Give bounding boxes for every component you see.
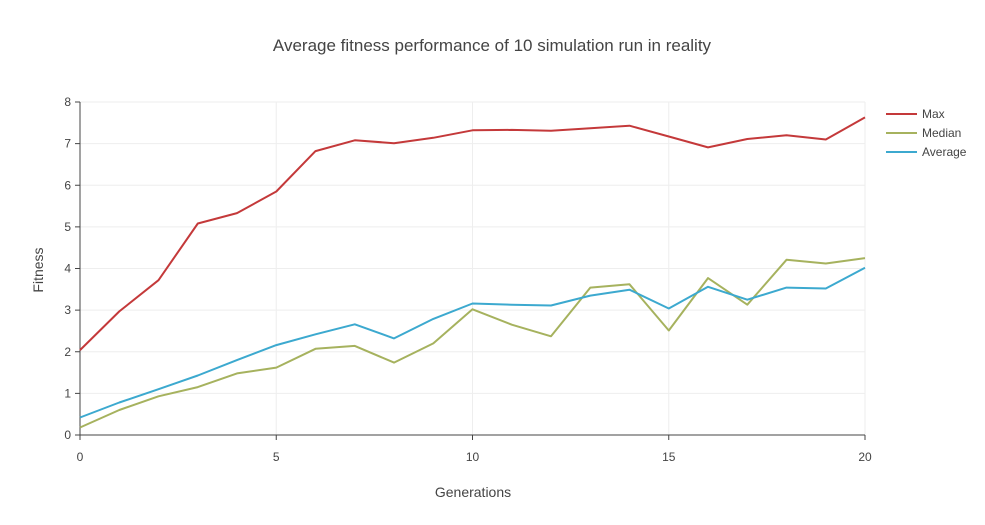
x-tick-label: 0 bbox=[77, 450, 84, 464]
axes: 0 1 2 3 4 5 6 7 8 0 5 10 15 20 bbox=[64, 95, 872, 464]
legend-item-median: Median bbox=[886, 126, 961, 140]
y-tick-label: 3 bbox=[64, 303, 71, 317]
series-line-average bbox=[79, 266, 866, 419]
series-lines bbox=[79, 116, 866, 429]
legend-item-max: Max bbox=[886, 107, 945, 121]
x-tick-label: 5 bbox=[273, 450, 280, 464]
chart-title: Average fitness performance of 10 simula… bbox=[273, 36, 712, 55]
series-line-max bbox=[79, 116, 866, 351]
x-tick-label: 10 bbox=[466, 450, 480, 464]
y-axis-title: Fitness bbox=[30, 247, 46, 292]
x-axis-title: Generations bbox=[435, 484, 511, 500]
y-tick-label: 5 bbox=[64, 220, 71, 234]
y-tick-label: 1 bbox=[64, 386, 71, 400]
y-tick-label: 2 bbox=[64, 345, 71, 359]
legend-label: Median bbox=[922, 126, 961, 140]
legend-label: Average bbox=[922, 145, 967, 159]
legend-label: Max bbox=[922, 107, 945, 121]
y-tick-label: 7 bbox=[64, 137, 71, 151]
legend: Max Median Average bbox=[886, 107, 967, 159]
y-tick-label: 6 bbox=[64, 178, 71, 192]
legend-item-average: Average bbox=[886, 145, 967, 159]
grid bbox=[80, 101, 866, 435]
x-tick-label: 15 bbox=[662, 450, 676, 464]
y-tick-label: 4 bbox=[64, 262, 71, 276]
x-tick-label: 20 bbox=[858, 450, 872, 464]
y-tick-label: 0 bbox=[64, 428, 71, 442]
y-tick-label: 8 bbox=[64, 95, 71, 109]
